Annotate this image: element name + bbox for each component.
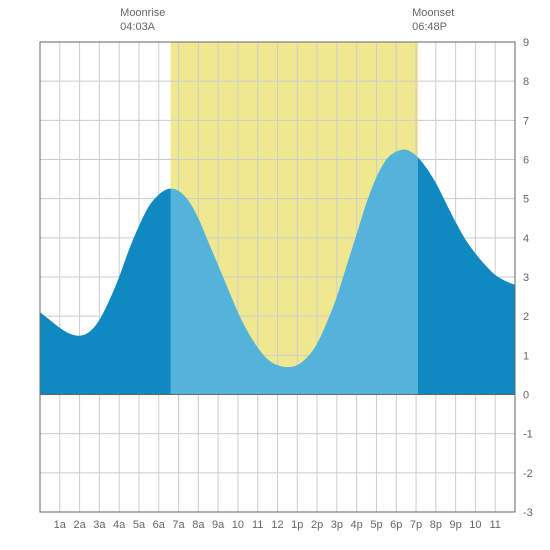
ytick-label: -1 [523, 429, 533, 441]
xtick-label: 10 [232, 519, 244, 531]
ytick-label: 9 [523, 37, 529, 49]
xtick-label: 2a [73, 519, 86, 531]
xtick-label: 4a [113, 519, 126, 531]
xtick-label: 2p [311, 519, 323, 531]
ytick-label: 0 [523, 390, 529, 402]
xtick-label: 5p [370, 519, 382, 531]
xtick-label: 3p [331, 519, 343, 531]
xtick-label: 7p [410, 519, 422, 531]
xtick-label: 9a [212, 519, 225, 531]
ytick-label: -3 [523, 507, 533, 519]
xtick-label: 11 [489, 519, 500, 531]
ytick-label: 8 [523, 76, 529, 88]
ytick-label: 1 [523, 350, 529, 362]
xtick-label: 8a [192, 519, 205, 531]
xtick-label: 1a [54, 519, 67, 531]
xtick-label: 1p [291, 519, 303, 531]
ytick-label: 7 [523, 115, 529, 127]
xtick-label: 11 [252, 519, 263, 531]
moonrise-title: Moonrise [120, 7, 165, 19]
tide-chart: Moonrise 04:03A Moonset 06:48P -3-2-1012… [0, 0, 550, 550]
xtick-label: 10 [469, 519, 481, 531]
xtick-label: 5a [133, 519, 146, 531]
ytick-label: 5 [523, 194, 529, 206]
xtick-label: 6p [390, 519, 402, 531]
xtick-label: 3a [93, 519, 106, 531]
xtick-label: 12 [271, 519, 283, 531]
ytick-label: 3 [523, 272, 529, 284]
moonset-title: Moonset [412, 7, 454, 19]
xtick-label: 9p [450, 519, 462, 531]
moonset-label: Moonset 06:48P [412, 6, 454, 35]
moonrise-label: Moonrise 04:03A [120, 6, 165, 35]
xtick-label: 6a [153, 519, 166, 531]
ytick-label: 6 [523, 155, 529, 167]
chart-svg: -3-2-101234567891a2a3a4a5a6a7a8a9a101112… [0, 0, 550, 550]
xtick-label: 8p [430, 519, 442, 531]
ytick-label: -2 [523, 468, 533, 480]
moonrise-time: 04:03A [120, 21, 155, 33]
xtick-label: 7a [172, 519, 185, 531]
xtick-label: 4p [351, 519, 363, 531]
moonset-time: 06:48P [412, 21, 447, 33]
ytick-label: 2 [523, 311, 529, 323]
ytick-label: 4 [523, 233, 529, 245]
